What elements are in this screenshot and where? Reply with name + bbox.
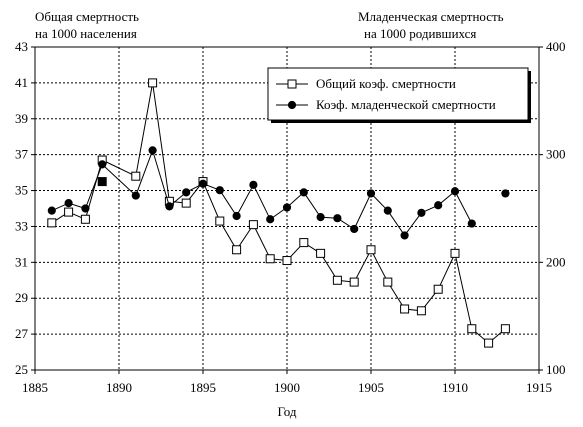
data-point bbox=[97, 177, 107, 187]
data-point bbox=[450, 248, 460, 258]
data-point bbox=[287, 100, 297, 110]
data-point bbox=[131, 171, 141, 181]
y-left-tick-label: 29 bbox=[15, 290, 28, 305]
data-point bbox=[501, 189, 510, 198]
data-point bbox=[383, 206, 392, 215]
data-point bbox=[249, 180, 258, 189]
data-point bbox=[98, 160, 107, 169]
data-point bbox=[333, 214, 342, 223]
data-point bbox=[332, 275, 342, 285]
data-point bbox=[366, 189, 376, 198]
y-right-tick-label: 100 bbox=[546, 362, 566, 377]
x-tick-label: 1885 bbox=[22, 380, 48, 395]
y-left-tick-label: 25 bbox=[15, 362, 28, 377]
data-point bbox=[81, 204, 90, 213]
data-point bbox=[232, 245, 242, 255]
y-left-tick-label: 33 bbox=[15, 218, 28, 233]
x-tick-label: 1895 bbox=[190, 380, 216, 395]
y-right-tick-label: 300 bbox=[546, 147, 566, 162]
data-point bbox=[350, 224, 359, 234]
data-point bbox=[467, 324, 477, 334]
data-point bbox=[47, 218, 57, 228]
series-line bbox=[51, 148, 473, 237]
data-point bbox=[349, 277, 359, 287]
data-point bbox=[287, 79, 297, 89]
data-point bbox=[215, 186, 224, 195]
data-point bbox=[434, 201, 443, 210]
x-tick-label: 1910 bbox=[442, 380, 468, 395]
legend-label: Коэф. младенческой смертности bbox=[316, 97, 496, 112]
data-point bbox=[299, 238, 309, 248]
data-point bbox=[232, 211, 241, 221]
legend: Общий коэф. смертности Коэф. младенческой… bbox=[267, 67, 531, 123]
data-point bbox=[165, 202, 174, 211]
x-tick-label: 1900 bbox=[274, 380, 300, 395]
data-point bbox=[265, 254, 275, 264]
x-axis-label: Год bbox=[277, 404, 296, 419]
data-point bbox=[80, 214, 90, 224]
data-point bbox=[131, 191, 140, 200]
data-point bbox=[316, 213, 325, 222]
data-point bbox=[148, 78, 158, 88]
data-point bbox=[198, 179, 208, 188]
data-point bbox=[316, 248, 326, 258]
data-point bbox=[450, 187, 460, 196]
data-point bbox=[248, 220, 258, 230]
y-left-tick-label: 35 bbox=[15, 183, 28, 198]
right-axis-title-line2: на 1000 родившихся bbox=[364, 26, 476, 41]
axes: 25 27 29 31 33 35 37 39 41 43 100 200 300 400 1885 1890… bbox=[15, 39, 566, 395]
left-axis-title-line1: Общая смертность bbox=[35, 9, 139, 24]
data-point bbox=[500, 324, 510, 334]
data-point bbox=[484, 338, 494, 348]
series-1 bbox=[47, 146, 476, 240]
data-point bbox=[182, 188, 191, 197]
data-point bbox=[433, 284, 443, 294]
data-point bbox=[400, 304, 410, 314]
data-point bbox=[181, 198, 191, 208]
data-point bbox=[416, 306, 426, 316]
data-point bbox=[299, 188, 308, 197]
series-0 bbox=[47, 78, 510, 348]
data-point bbox=[64, 199, 73, 208]
legend-label: Общий коэф. смертности bbox=[316, 76, 456, 91]
x-tick-label: 1915 bbox=[526, 380, 552, 395]
y-left-tick-label: 37 bbox=[15, 147, 29, 162]
data-point bbox=[148, 146, 157, 155]
series-layer bbox=[47, 78, 510, 348]
data-point bbox=[282, 256, 292, 266]
data-point bbox=[215, 216, 225, 226]
y-left-tick-label: 27 bbox=[15, 326, 29, 341]
data-point bbox=[266, 215, 275, 224]
left-axis-title-line2: на 1000 населения bbox=[35, 26, 137, 41]
series-2 bbox=[501, 189, 510, 198]
x-tick-label: 1905 bbox=[358, 380, 384, 395]
legend-box bbox=[267, 67, 529, 121]
data-point bbox=[47, 206, 56, 215]
y-left-tick-label: 39 bbox=[15, 111, 28, 126]
y-left-tick-label: 41 bbox=[15, 75, 28, 90]
right-axis-title-line1: Младенческая смертность bbox=[358, 9, 504, 24]
y-left-tick-label: 43 bbox=[15, 39, 28, 54]
data-point bbox=[282, 203, 292, 212]
data-point bbox=[467, 219, 476, 228]
y-right-tick-label: 400 bbox=[546, 39, 566, 54]
data-point bbox=[383, 277, 393, 287]
data-point bbox=[400, 231, 409, 240]
y-left-tick-label: 31 bbox=[15, 254, 28, 269]
data-point bbox=[417, 208, 426, 217]
data-point bbox=[366, 245, 376, 255]
x-tick-label: 1890 bbox=[106, 380, 132, 395]
y-right-tick-label: 200 bbox=[546, 254, 566, 269]
data-point bbox=[64, 207, 74, 217]
